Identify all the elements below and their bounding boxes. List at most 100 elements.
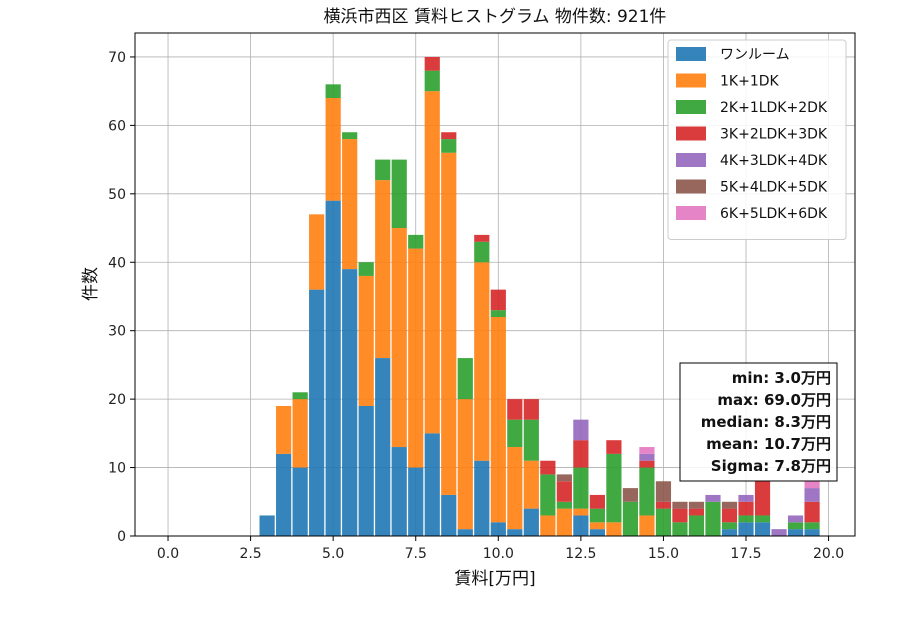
bar-segment-3 [325,84,341,99]
bar-segment-6 [655,481,672,502]
legend-label: 2K+1LDK+2DK [720,100,828,116]
bar-segment-1 [292,467,308,536]
bar-segment-7 [639,447,655,454]
bar-segment-5 [573,419,589,441]
bar-segment-1 [391,447,407,536]
bar-segment-1 [309,289,325,536]
bar-segment-3 [705,501,721,536]
bar-segment-6 [622,488,639,502]
legend-label: 5K+4LDK+5DK [720,180,828,196]
bar-segment-4 [754,481,771,516]
bar-segment-6 [721,501,738,509]
bar-segment-1 [276,453,292,536]
stats-max: max: 69.0万円 [717,391,831,409]
bar-segment-5 [787,515,804,523]
bar-segment-1 [375,358,391,536]
bar-segment-1 [490,522,506,536]
bar-segment-1 [457,529,473,536]
bar-segment-3 [391,159,407,229]
bar-segment-3 [408,234,424,249]
legend-frame [667,39,847,240]
bar-segment-3 [556,501,572,509]
legend: ワンルーム 1K+1DK 2K+1LDK+2DK 3K+2LDK+3DK 4K+3LDK… [667,39,847,240]
bar-segment-4 [738,501,754,516]
bar-segment-2 [292,399,308,468]
legend-label: 4K+3LDK+4DK [720,153,828,169]
y-tick-label: 0 [117,529,126,545]
bar-segment-3 [804,522,820,530]
bar-segment-3 [688,515,705,536]
bar-segment-1 [325,200,341,536]
bar-segment-1 [441,494,457,536]
legend-label: ワンルーム [720,47,790,63]
chart-title: 横浜市西区 賃料ヒストグラム 物件数: 921件 [324,7,667,27]
y-tick-label: 30 [108,324,126,340]
bar-segment-3 [573,467,589,509]
bar-segment-3 [523,419,539,461]
bar-segment-4 [424,56,440,71]
bar-segment-2 [358,275,374,406]
stats-mean: mean: 10.7万円 [706,435,831,453]
x-tick-label: 15.0 [648,546,679,562]
x-axis-title: 賃料[万円] [454,569,535,589]
bar-segment-4 [441,132,457,140]
bar-segment-3 [292,392,308,400]
bar-segment-2 [589,522,605,530]
legend-swatch [676,73,706,88]
bar-segment-2 [424,91,440,434]
x-tick-label: 10.0 [483,546,514,562]
stats-min: min: 3.0万円 [732,369,831,387]
bar-segment-4 [606,440,622,454]
bar-segment-4 [721,508,738,523]
bar-segment-2 [391,228,407,448]
x-tick-label: 2.5 [239,546,261,562]
legend-swatch [676,153,706,167]
bar-segment-4 [507,399,523,420]
bar-segment-2 [556,508,572,536]
x-tick-label: 17.5 [730,546,761,562]
bar-segment-1 [507,529,523,536]
bar-segment-4 [589,494,605,509]
legend-label: 6K+5LDK+6DK [720,206,828,222]
bar-segment-4 [655,501,672,509]
stats-box: min: 3.0万円 max: 69.0万円 median: 8.3万円 mea… [679,362,838,482]
bar-segment-5 [804,488,820,502]
bar-segment-2 [490,317,506,523]
x-tick-label: 12.5 [565,546,596,562]
bar-segment-3 [375,159,391,181]
bar-segment-2 [507,447,523,530]
bar-segment-3 [507,419,523,448]
y-tick-label: 10 [108,461,126,477]
bar-segment-3 [622,501,639,536]
legend-swatch [676,126,706,141]
bar-segment-1 [738,522,754,536]
bar-segment-5 [639,453,655,461]
x-tick-label: 5.0 [322,546,344,562]
bar-segment-5 [771,529,787,536]
bar-segment-2 [606,522,622,536]
bar-segment-1 [424,433,440,536]
x-tick-label: 7.5 [405,546,427,562]
bar-segment-2 [639,515,655,536]
bar-segment-5 [705,494,721,502]
bar-segment-1 [358,405,374,536]
bar-segment-3 [457,358,473,400]
bar-segment-1 [804,529,820,536]
bar-segment-3 [655,508,672,536]
bar-segment-3 [490,310,506,318]
bar-segment-2 [540,515,556,536]
bar-segment-4 [688,508,705,516]
y-tick-label: 40 [108,255,126,271]
bar-segment-2 [375,180,391,359]
bar-segment-1 [259,515,275,536]
y-tick-label: 50 [108,187,126,203]
bar-segment-3 [441,139,457,153]
bar-segment-4 [639,460,655,468]
bar-segment-1 [721,529,738,536]
bar-segment-1 [589,529,605,536]
legend-swatch [676,47,706,61]
y-axis-title: 件数 [81,267,101,301]
bar-segment-4 [573,440,589,468]
bar-segment-1 [342,269,358,536]
